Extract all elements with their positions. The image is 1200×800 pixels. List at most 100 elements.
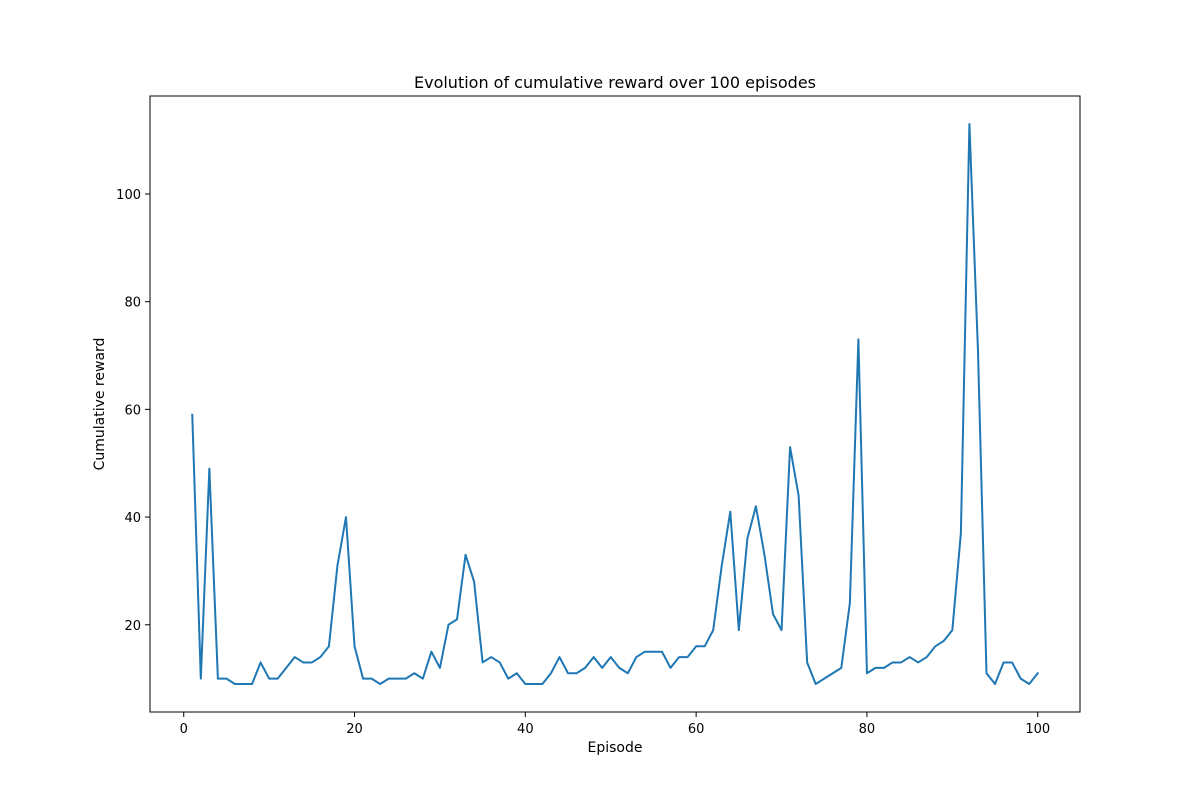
data-point: [200, 678, 202, 680]
data-point: [755, 505, 757, 507]
data-point: [951, 629, 953, 631]
x-axis-ticks: 0 20 40 60 80 100: [180, 712, 1050, 737]
data-point: [721, 565, 723, 567]
data-point: [243, 683, 245, 685]
data-point: [704, 645, 706, 647]
x-tick-label: 40: [517, 722, 534, 737]
data-point: [1020, 678, 1022, 680]
data-point: [627, 672, 629, 674]
data-point: [1037, 672, 1039, 674]
data-point: [985, 672, 987, 674]
data-point: [866, 672, 868, 674]
x-axis-label: Episode: [588, 740, 643, 756]
data-point: [618, 667, 620, 669]
data-point: [789, 446, 791, 448]
data-point: [379, 683, 381, 685]
data-point: [413, 672, 415, 674]
series-line: [191, 123, 1040, 685]
data-point: [285, 667, 287, 669]
data-point: [917, 661, 919, 663]
data-point: [687, 656, 689, 658]
data-point: [465, 554, 467, 556]
data-point: [405, 678, 407, 680]
x-tick-label: 80: [859, 722, 876, 737]
data-point: [909, 656, 911, 658]
data-point: [857, 338, 859, 340]
data-point: [277, 678, 279, 680]
x-tick-label: 100: [1025, 722, 1050, 737]
data-point: [746, 538, 748, 540]
data-point: [781, 629, 783, 631]
x-tick-label: 20: [346, 722, 363, 737]
y-axis-ticks: 20 40 60 80 100: [116, 188, 150, 634]
data-point: [191, 414, 193, 416]
data-point: [994, 683, 996, 685]
data-point: [302, 661, 304, 663]
data-point: [772, 613, 774, 615]
plot-area: [149, 95, 1081, 713]
data-point: [507, 678, 509, 680]
data-point: [934, 645, 936, 647]
data-point: [943, 640, 945, 642]
data-point: [482, 661, 484, 663]
data-point: [576, 672, 578, 674]
y-tick-label: 100: [116, 188, 141, 203]
data-point: [268, 678, 270, 680]
data-point: [584, 667, 586, 669]
data-point: [661, 651, 663, 653]
data-point: [712, 629, 714, 631]
data-point: [806, 661, 808, 663]
data-point: [422, 678, 424, 680]
data-point: [601, 667, 603, 669]
data-point: [635, 656, 637, 658]
data-point: [345, 516, 347, 518]
data-point: [892, 661, 894, 663]
data-point: [550, 672, 552, 674]
data-point: [977, 349, 979, 351]
y-tick-label: 20: [124, 619, 141, 634]
data-point: [208, 468, 210, 470]
data-point: [832, 672, 834, 674]
data-point: [319, 656, 321, 658]
plot-background: [150, 96, 1080, 712]
y-tick-label: 80: [124, 296, 141, 311]
data-point: [960, 532, 962, 534]
data-point: [456, 618, 458, 620]
data-point: [499, 661, 501, 663]
data-point: [926, 656, 928, 658]
data-point: [490, 656, 492, 658]
data-point: [883, 667, 885, 669]
y-tick-label: 60: [124, 403, 141, 418]
data-point: [430, 651, 432, 653]
data-point: [225, 678, 227, 680]
data-point: [541, 683, 543, 685]
data-point: [362, 678, 364, 680]
data-point: [849, 602, 851, 604]
data-point: [678, 656, 680, 658]
data-point: [294, 656, 296, 658]
data-point: [251, 683, 253, 685]
data-point: [815, 683, 817, 685]
data-point: [447, 624, 449, 626]
data-point: [439, 667, 441, 669]
data-point: [371, 678, 373, 680]
data-point: [644, 651, 646, 653]
x-tick-label: 60: [688, 722, 705, 737]
x-tick-label: 0: [180, 722, 188, 737]
data-point: [354, 645, 356, 647]
data-point: [1011, 661, 1013, 663]
data-point: [729, 511, 731, 513]
data-point: [840, 667, 842, 669]
data-point: [567, 672, 569, 674]
data-point: [763, 554, 765, 556]
data-point: [652, 651, 654, 653]
data-point: [473, 581, 475, 583]
data-point: [874, 667, 876, 669]
data-point: [558, 656, 560, 658]
data-point: [670, 667, 672, 669]
data-point: [1028, 683, 1030, 685]
data-point: [524, 683, 526, 685]
data-point: [823, 678, 825, 680]
data-point: [610, 656, 612, 658]
